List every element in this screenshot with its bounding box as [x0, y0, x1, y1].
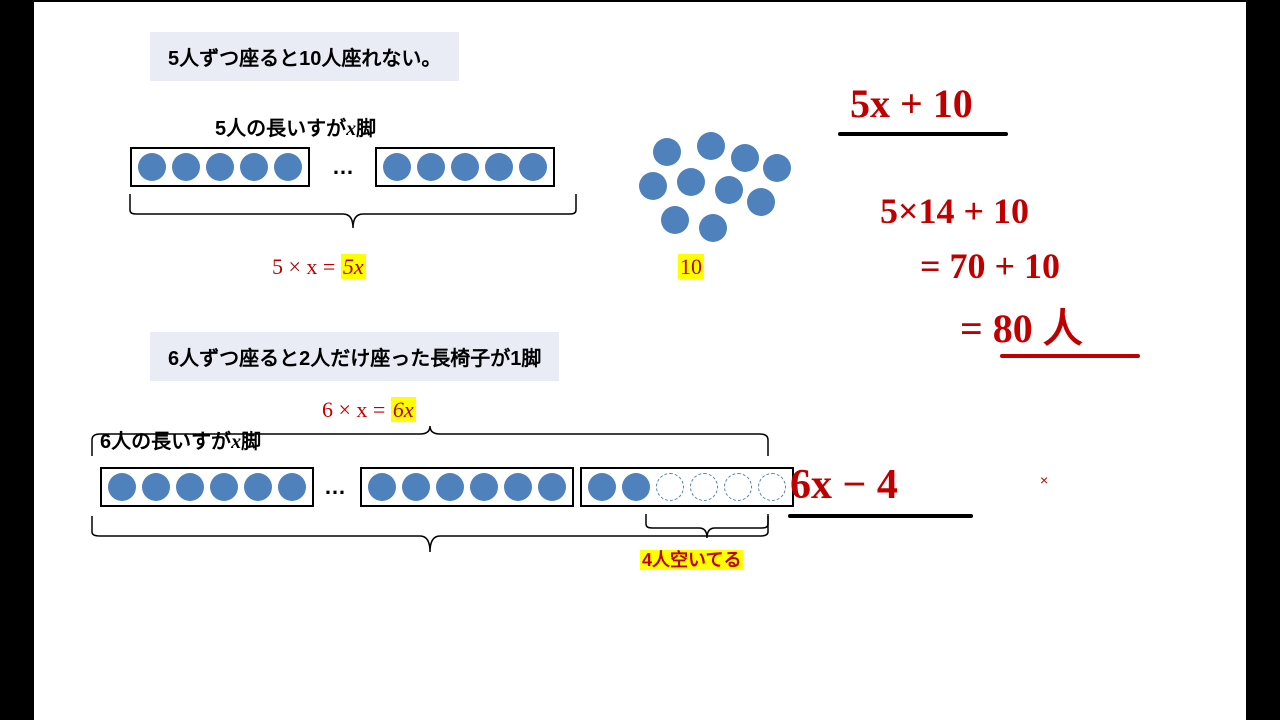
seat-filled-icon: [383, 153, 411, 181]
seat-filled-icon: [172, 153, 200, 181]
section1-formula: 5 × x = 5x: [272, 254, 366, 280]
seat-filled-icon: [240, 153, 268, 181]
handwritten-answer-underline: [1000, 354, 1140, 358]
handwritten-calc-line2: = 70 + 10: [920, 242, 1060, 291]
section1-cluster-label-text: 10: [678, 254, 704, 279]
handwritten-calc-line3: = 80 人: [960, 302, 1083, 356]
seat-filled-icon: [470, 473, 498, 501]
section2-empty-label-text: 4人空いてる: [640, 550, 743, 570]
stage: 5人ずつ座ると10人座れない。 5人の長いすがx脚 … 5 × x = 5x 1…: [0, 0, 1280, 720]
tiny-red-mark: ×: [1040, 472, 1048, 488]
seat-filled-icon: [451, 153, 479, 181]
section2-top-formula: 6 × x = 6x: [322, 397, 416, 423]
seat-filled-icon: [108, 473, 136, 501]
cluster-person-icon: [677, 168, 705, 196]
section2-ellipsis: …: [324, 474, 346, 500]
cluster-person-icon: [639, 172, 667, 200]
section1-sub-label-prefix: 5人の長いすが: [215, 118, 346, 140]
seat-filled-icon: [206, 153, 234, 181]
seat-empty-icon: [690, 473, 718, 501]
section2-heading: 6人ずつ座ると2人だけ座った長椅子が1脚: [150, 332, 559, 381]
cluster-person-icon: [699, 214, 727, 242]
cluster-person-icon: [653, 138, 681, 166]
section2-over-brace: [90, 424, 770, 458]
section1-sub-label: 5人の長いすがx脚: [215, 112, 376, 141]
section1-formula-lhs: 5 × x =: [272, 254, 341, 279]
section1-sub-label-var: x: [346, 118, 356, 140]
seat-filled-icon: [588, 473, 616, 501]
section1-cluster-10: [625, 132, 775, 252]
seat-filled-icon: [622, 473, 650, 501]
section1-under-brace: [128, 192, 578, 242]
cluster-person-icon: [715, 176, 743, 204]
seat-filled-icon: [538, 473, 566, 501]
handwritten-top-underline: [838, 132, 1008, 136]
section1-formula-rhs: 5x: [341, 254, 366, 279]
section2-bench-2: [360, 467, 574, 507]
seat-filled-icon: [142, 473, 170, 501]
right-black-bar: [1246, 2, 1280, 720]
seat-filled-icon: [504, 473, 532, 501]
section1-ellipsis: …: [332, 154, 354, 180]
section1-bench-2: [375, 147, 555, 187]
section2-empty-label: 4人空いてる: [640, 546, 743, 572]
cluster-person-icon: [661, 206, 689, 234]
section1-cluster-label: 10: [678, 254, 704, 280]
seat-empty-icon: [656, 473, 684, 501]
section1-sub-label-suffix: 脚: [356, 118, 376, 140]
seat-filled-icon: [278, 473, 306, 501]
seat-filled-icon: [210, 473, 238, 501]
section2-small-under-brace: [644, 512, 770, 548]
seat-filled-icon: [138, 153, 166, 181]
seat-filled-icon: [519, 153, 547, 181]
seat-filled-icon: [402, 473, 430, 501]
section1-bench-1: [130, 147, 310, 187]
section1-heading: 5人ずつ座ると10人座れない。: [150, 32, 459, 81]
section2-top-formula-rhs: 6x: [391, 397, 416, 422]
seat-filled-icon: [485, 153, 513, 181]
seat-filled-icon: [274, 153, 302, 181]
seat-filled-icon: [176, 473, 204, 501]
cluster-person-icon: [763, 154, 791, 182]
section2-top-formula-lhs: 6 × x =: [322, 397, 391, 422]
seat-filled-icon: [436, 473, 464, 501]
cluster-person-icon: [731, 144, 759, 172]
cluster-person-icon: [747, 188, 775, 216]
left-black-bar: [0, 2, 34, 720]
seat-empty-icon: [724, 473, 752, 501]
seat-filled-icon: [417, 153, 445, 181]
handwritten-bottom-underline: [788, 514, 973, 518]
section2-bench-1: [100, 467, 314, 507]
handwritten-bottom-expr: 6x − 4: [790, 457, 898, 514]
handwritten-top-expr: 5x + 10: [850, 77, 973, 131]
cluster-person-icon: [697, 132, 725, 160]
section2-bench-partial: [580, 467, 794, 507]
seat-empty-icon: [758, 473, 786, 501]
seat-filled-icon: [368, 473, 396, 501]
seat-filled-icon: [244, 473, 272, 501]
handwritten-calc-line1: 5×14 + 10: [880, 187, 1029, 236]
